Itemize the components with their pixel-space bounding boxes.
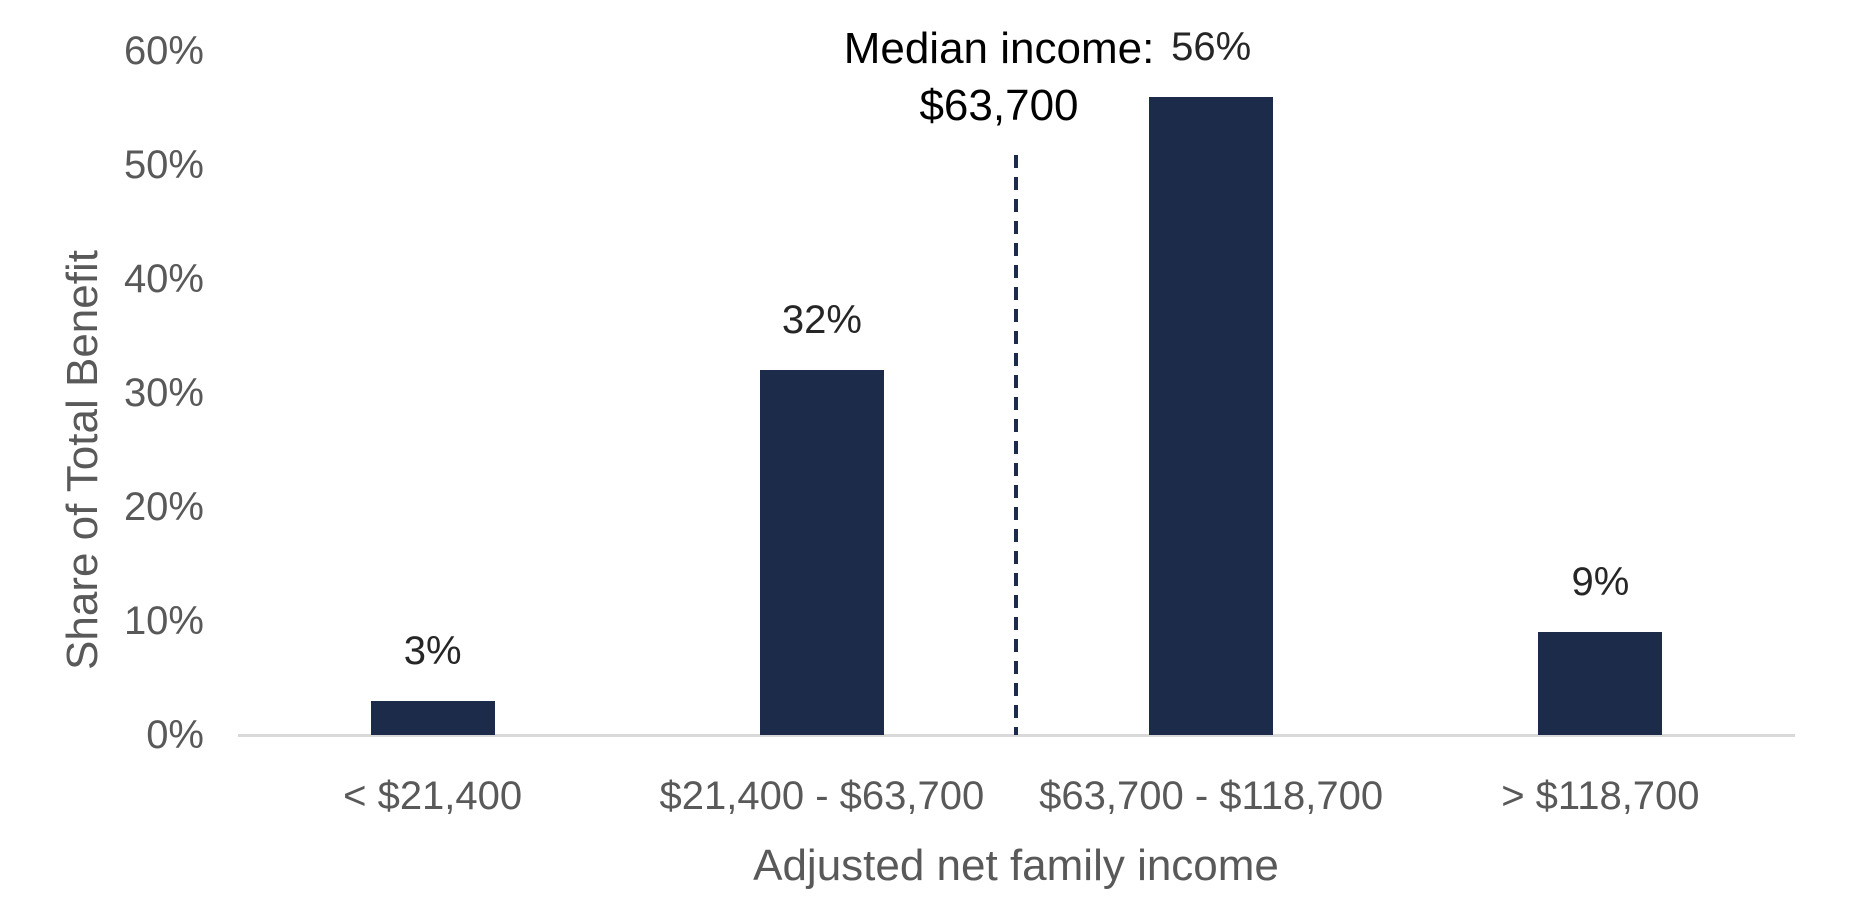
- x-category-label: < $21,400: [343, 774, 523, 818]
- bar-value-label: 3%: [403, 628, 462, 673]
- y-axis-tick-labels: 0% 10% 20% 30% 40% 50% 60%: [0, 0, 204, 920]
- plot-area: 3% 32% 56% 9%: [238, 25, 1795, 735]
- bar: [759, 370, 884, 735]
- x-category-label: $21,400 - $63,700: [659, 774, 985, 818]
- x-category-label: > $118,700: [1501, 774, 1700, 818]
- bar: [370, 700, 495, 735]
- median-income-annotation-line2: $63,700: [919, 81, 1079, 130]
- x-axis-line: [238, 734, 1795, 737]
- bar-value-label: 56%: [1171, 24, 1252, 69]
- bar-value-label: 9%: [1571, 560, 1630, 605]
- y-tick-label: 10%: [123, 599, 204, 643]
- bar-value-label: 32%: [781, 298, 862, 343]
- median-income-annotation-line1: Median income:: [843, 24, 1155, 73]
- y-tick-label: 50%: [123, 143, 204, 187]
- y-tick-label: 40%: [123, 257, 204, 301]
- x-category-label: $63,700 - $118,700: [1039, 774, 1384, 818]
- y-tick-label: 60%: [123, 29, 204, 73]
- y-tick-label: 20%: [123, 485, 204, 529]
- y-tick-label: 30%: [123, 371, 204, 415]
- median-income-dashed-line: [1014, 155, 1018, 735]
- y-tick-label: 0%: [146, 713, 204, 757]
- bar: [1149, 96, 1274, 735]
- bar: [1538, 632, 1663, 735]
- median-income-annotation: Median income: $63,700: [844, 20, 1155, 134]
- x-axis-title: Adjusted net family income: [753, 841, 1279, 890]
